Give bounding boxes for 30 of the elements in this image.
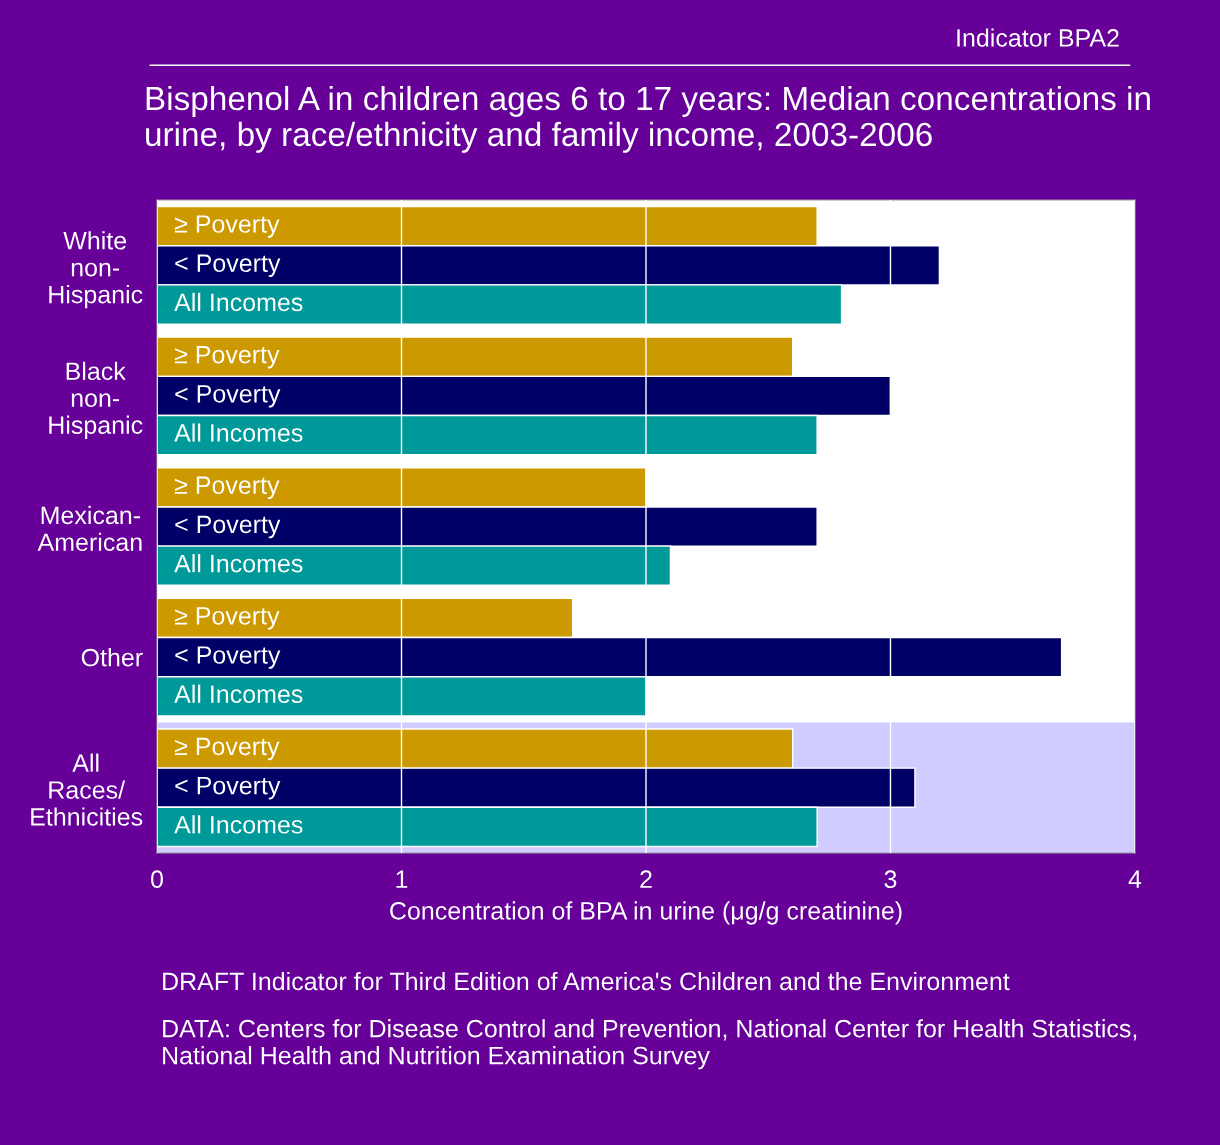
- text: All Incomes: [174, 423, 303, 442]
- series-label: All Incomes: [174, 684, 303, 704]
- text: ≥ Poverty: [174, 737, 280, 761]
- x-tick-label: 1: [396, 870, 408, 888]
- y-tick-label: White non- Hispanic: [49, 231, 143, 309]
- y-tick-label: Black non- Hispanic: [49, 361, 143, 439]
- x-axis-title: Concentration of BPA in urine (μg/g creatinine): [390, 901, 902, 925]
- text: < Poverty: [175, 776, 281, 800]
- y-tick-label: All Races/ Ethnicities: [31, 753, 143, 826]
- chart-title: Bisphenol A in children ages 6 to 17 years: Median concentrations in urine, by race/ethnicity and family income, 2003-2006: [146, 85, 1150, 153]
- x-tick-label: 4: [1128, 870, 1142, 888]
- x-tick-label: 3: [884, 870, 897, 889]
- y-tick-label: Mexican- American: [37, 505, 142, 552]
- text: ≥ Poverty: [174, 346, 280, 369]
- text: DRAFT Indicator for Third Edition of America's Children and the Environment: [163, 971, 1010, 991]
- text: < Poverty: [175, 646, 281, 669]
- x-tick-label: 0: [151, 870, 163, 889]
- text: ≥ Poverty: [174, 215, 280, 238]
- text: All Incomes: [174, 292, 303, 312]
- text: All Incomes: [174, 815, 303, 834]
- text: ≥ Poverty: [174, 476, 280, 499]
- text: < Poverty: [175, 385, 281, 408]
- text: DATA: Centers for Disease Control and Prevention, National Center for Health Statistics, National Health and Nutrition Examination Survey: [163, 1019, 1137, 1070]
- text: < Poverty: [175, 515, 281, 539]
- x-tick-label: 2: [640, 870, 652, 888]
- y-tick-label: Other: [81, 648, 143, 667]
- series-label: ≥ Poverty: [174, 607, 280, 630]
- text: All Incomes: [174, 554, 303, 573]
- text: Indicator BPA2: [957, 28, 1119, 47]
- series-label: < Poverty: [175, 254, 281, 277]
